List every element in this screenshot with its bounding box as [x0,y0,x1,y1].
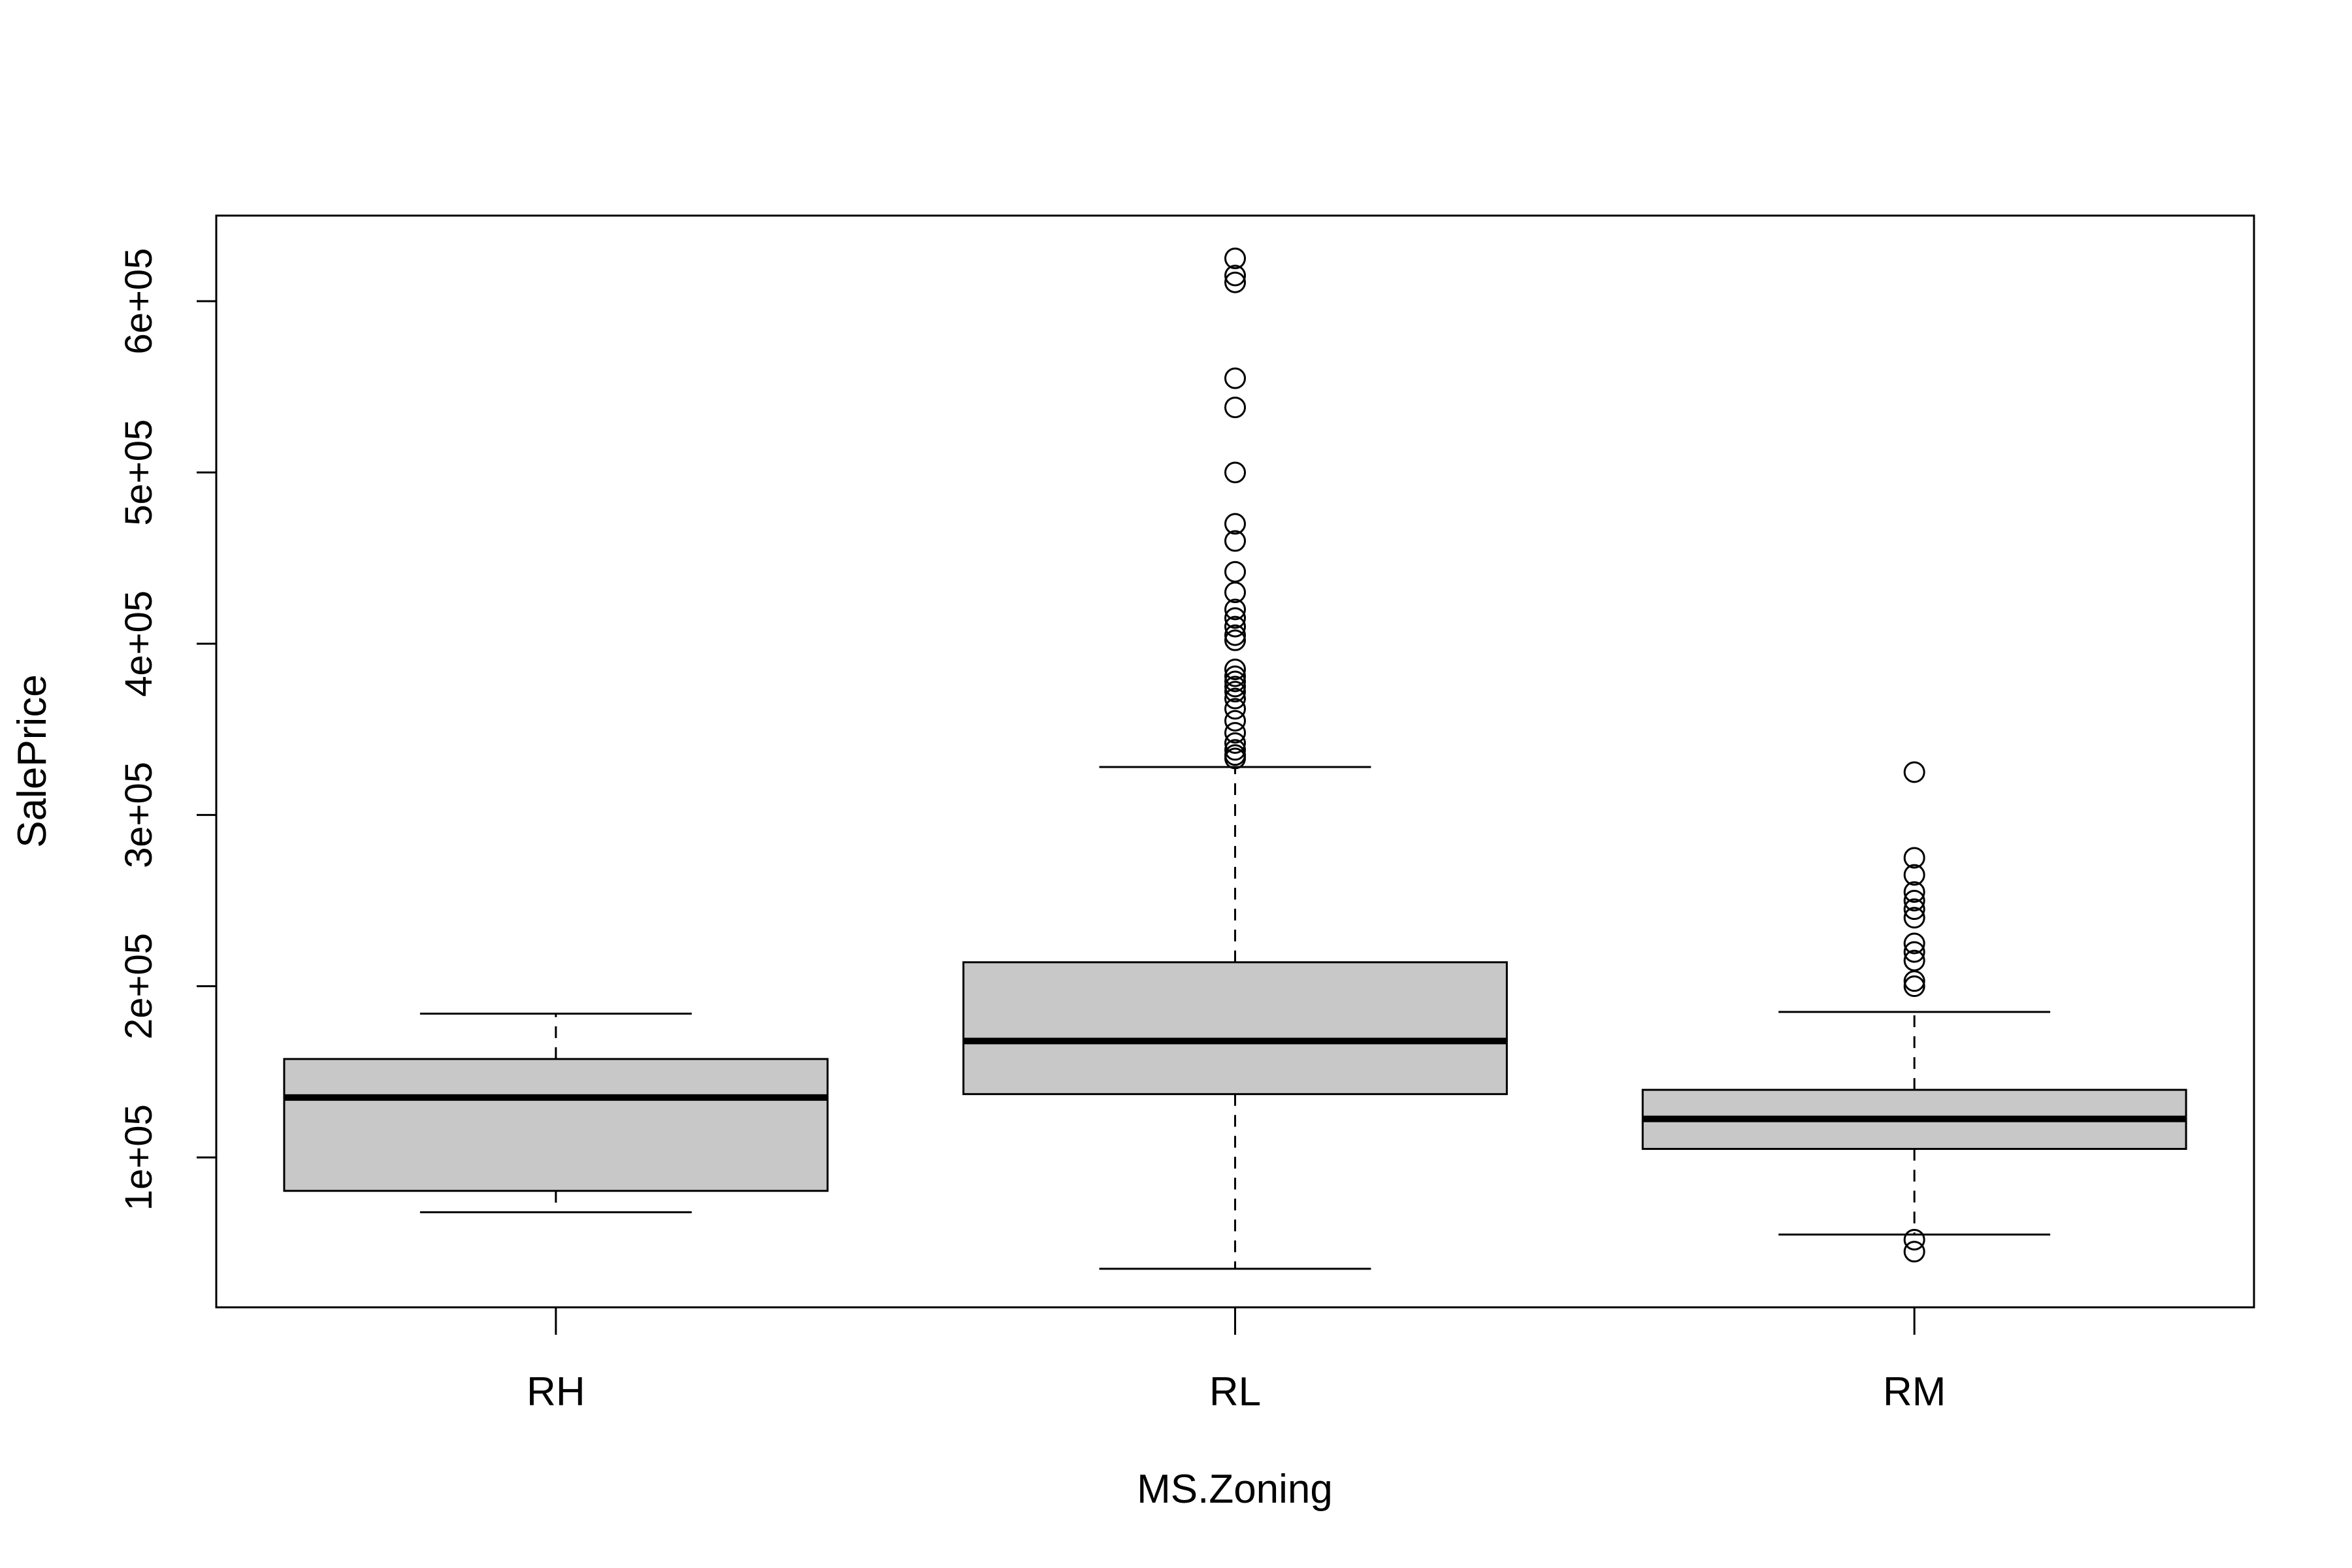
outlier-point [1224,687,1246,710]
outlier-point [1224,581,1246,604]
box-rm [1641,761,2187,1263]
y-tick-label: 4e+05 [118,591,160,697]
outlier-point [1224,513,1246,535]
y-tick-label: 6e+05 [118,248,160,355]
x-tick-label: RM [1883,1369,1946,1414]
box-rh [283,1012,829,1214]
boxes [283,248,2187,1270]
x-tick-label: RL [1209,1369,1261,1414]
y-tick-label: 3e+05 [118,762,160,868]
outlier-point [1224,659,1246,681]
outlier-point [1224,367,1246,389]
outlier-point [1903,898,1925,921]
outlier-point [1224,607,1246,629]
outlier-point [1903,975,1925,998]
outlier-point [1903,970,1925,992]
outlier-point [1224,665,1246,687]
outlier-point [1224,248,1246,270]
y-axis: 1e+05 2e+05 3e+05 4e+05 5e+05 6e+05 [118,248,218,1211]
outlier-point [1224,710,1246,732]
y-axis-label: SalePrice [10,674,55,847]
outlier-point [1903,864,1925,886]
outlier-point [1224,561,1246,583]
outlier-point [1224,615,1246,638]
x-axis-label: MS.Zoning [1137,1467,1333,1512]
y-tick-label: 5e+05 [118,419,160,526]
outlier-point [1224,624,1246,646]
x-axis: RH RL RM [527,1306,1946,1414]
y-tick-label: 1e+05 [118,1104,160,1211]
outlier-point [1224,681,1246,703]
outlier-point [1903,1241,1925,1263]
y-tick-label: 2e+05 [118,933,160,1039]
outlier-point [1224,670,1246,693]
outlier-point [1903,932,1925,955]
outlier-point [1224,530,1246,552]
outlier-point [1224,698,1246,720]
outlier-point [1224,271,1246,293]
outlier-point [1224,732,1246,754]
outlier-point [1224,676,1246,698]
outlier-point [1224,722,1246,744]
iqr-box [283,1058,829,1192]
outlier-point [1224,747,1246,770]
outlier-point [1224,598,1246,621]
outlier-point [1224,739,1246,761]
outlier-point [1903,889,1925,911]
outlier-point [1903,881,1925,903]
outlier-point [1903,847,1925,869]
iqr-box [962,961,1508,1096]
x-tick-label: RH [527,1369,585,1414]
outlier-point [1903,1228,1925,1250]
outlier-point [1903,941,1925,963]
outlier-point [1224,265,1246,287]
outlier-point [1903,907,1925,929]
outlier-point [1224,397,1246,419]
box-rl [962,248,1508,1270]
outlier-point [1903,761,1925,783]
outlier-point [1224,629,1246,651]
outlier-point [1224,461,1246,483]
